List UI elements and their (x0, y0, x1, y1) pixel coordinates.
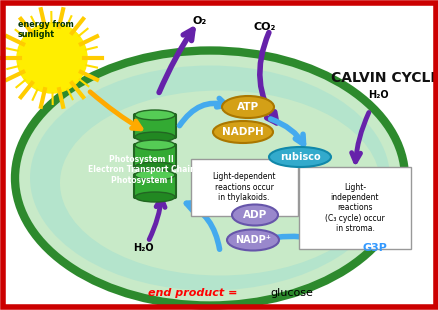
Ellipse shape (226, 229, 279, 250)
Ellipse shape (231, 205, 277, 225)
Text: energy from
sunlight: energy from sunlight (18, 20, 74, 39)
Ellipse shape (135, 110, 175, 120)
Ellipse shape (135, 140, 175, 150)
Text: O₂: O₂ (192, 16, 207, 26)
FancyBboxPatch shape (134, 174, 176, 198)
Ellipse shape (135, 132, 175, 142)
Text: glucose: glucose (269, 288, 312, 298)
Text: ATP: ATP (237, 102, 258, 112)
Text: Light-
independent
reactions
(C₃ cycle) occur
in stroma.: Light- independent reactions (C₃ cycle) … (325, 183, 384, 233)
Text: rubisco: rubisco (279, 152, 320, 162)
Text: CO₂: CO₂ (253, 22, 276, 32)
Text: H₂O: H₂O (132, 243, 153, 253)
Ellipse shape (212, 121, 272, 143)
Ellipse shape (15, 51, 404, 305)
Ellipse shape (30, 65, 389, 290)
Text: end product =: end product = (148, 288, 241, 298)
Ellipse shape (135, 162, 175, 172)
Text: NADP⁺: NADP⁺ (234, 235, 270, 245)
Text: H₂O: H₂O (367, 90, 388, 100)
Text: Light-dependent
reactions occur
in thylakoids.: Light-dependent reactions occur in thyla… (212, 172, 275, 202)
Ellipse shape (60, 91, 379, 276)
FancyBboxPatch shape (191, 159, 297, 216)
Ellipse shape (135, 170, 175, 180)
Circle shape (17, 23, 87, 93)
FancyBboxPatch shape (134, 144, 176, 168)
Text: NADPH: NADPH (222, 127, 263, 137)
Text: ADP: ADP (242, 210, 266, 220)
Ellipse shape (135, 192, 175, 202)
FancyBboxPatch shape (298, 167, 410, 249)
Ellipse shape (268, 147, 330, 167)
Ellipse shape (222, 96, 273, 118)
Text: CALVIN CYCLE: CALVIN CYCLE (330, 71, 438, 85)
Text: G3P: G3P (362, 243, 387, 253)
Text: Photosystem II
Electron Transport Chain
Photosystem I: Photosystem II Electron Transport Chain … (88, 155, 195, 185)
FancyBboxPatch shape (134, 114, 176, 138)
